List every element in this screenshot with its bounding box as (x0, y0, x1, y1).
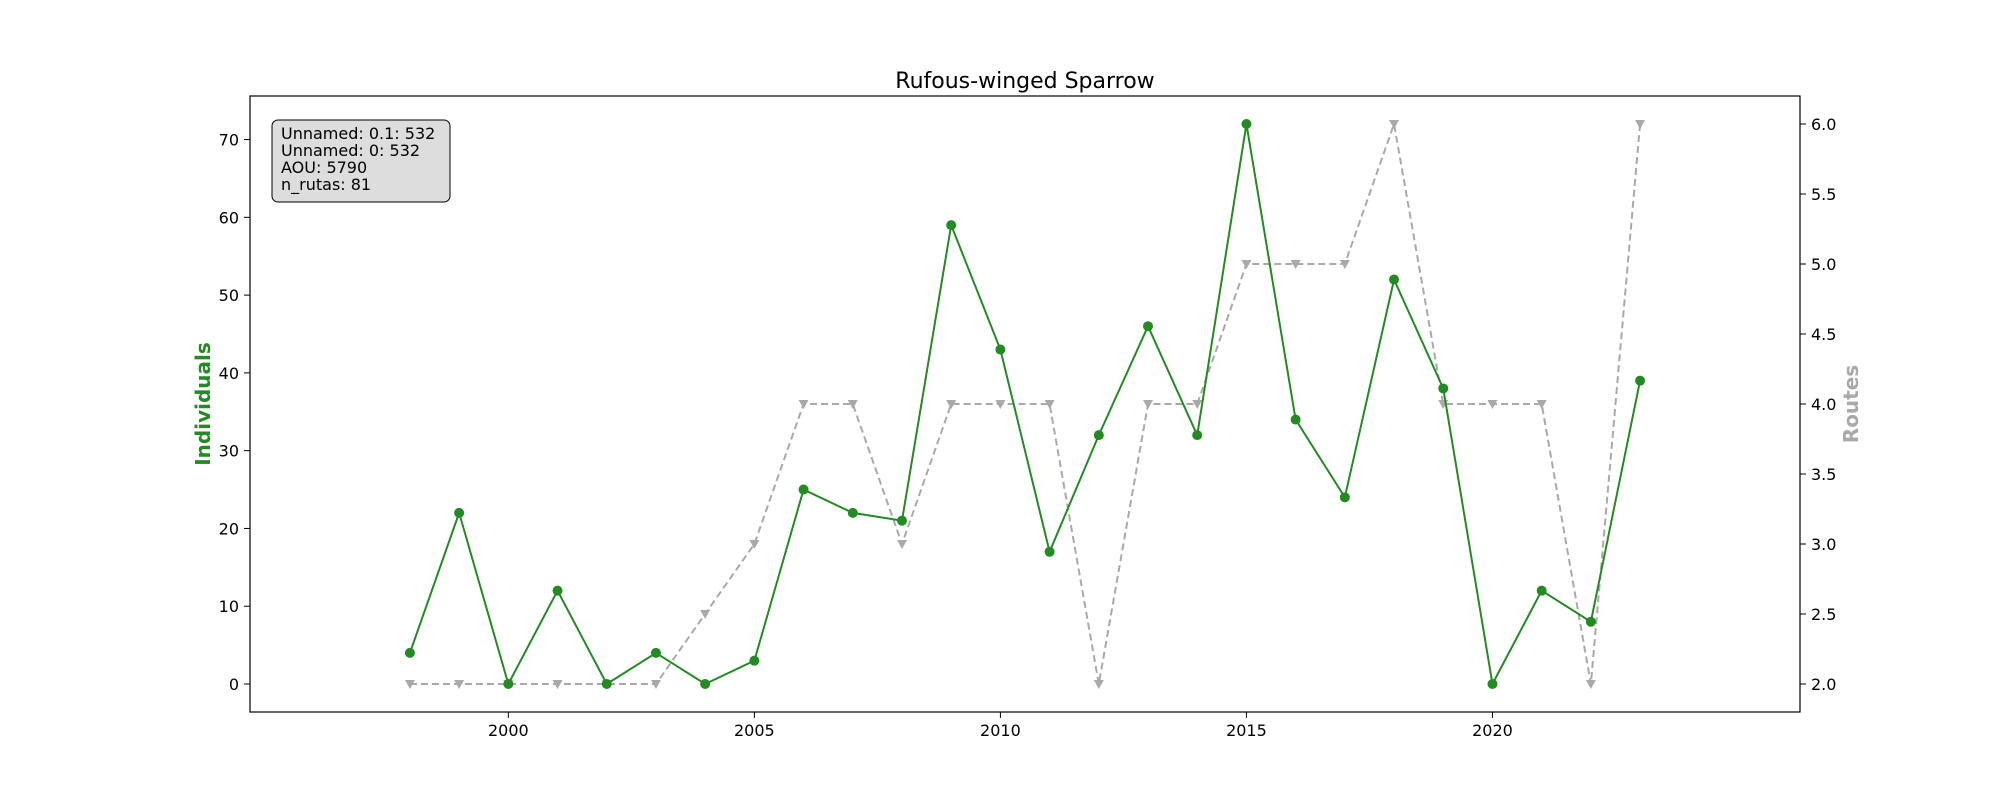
data-point-routes (1044, 400, 1055, 409)
data-point-routes (1241, 260, 1252, 269)
data-point-individuals (601, 679, 612, 689)
data-point-routes (1635, 120, 1646, 129)
data-point-individuals (1536, 585, 1547, 596)
info-line-2: Unnamed: 0: 532 (281, 141, 420, 160)
chart-title: Rufous-winged Sparrow (895, 69, 1154, 94)
x-tick-label: 2015 (1226, 721, 1267, 740)
data-point-routes (404, 680, 415, 689)
series-line-routes (409, 120, 1642, 685)
x-tick-label: 2010 (980, 721, 1021, 740)
data-point-routes (700, 610, 711, 619)
data-point-individuals (1389, 274, 1400, 285)
data-point-individuals (896, 515, 907, 526)
data-point-individuals (1635, 375, 1646, 386)
y-left-tick-label: 40 (219, 364, 239, 383)
data-point-routes (1487, 400, 1498, 409)
data-point-routes (650, 680, 661, 689)
data-point-individuals (700, 679, 711, 689)
info-box: Unnamed: 0.1: 532 Unnamed: 0: 532 AOU: 5… (271, 119, 451, 203)
data-point-individuals (1290, 414, 1301, 425)
data-point-individuals (1093, 430, 1104, 441)
y-right-tick-label: 5.5 (1811, 185, 1836, 204)
data-point-routes (1143, 400, 1154, 409)
info-line-4: n_rutas: 81 (281, 175, 371, 195)
info-line-1: Unnamed: 0.1: 532 (281, 124, 435, 143)
y-right-tick-label: 4.0 (1811, 395, 1836, 414)
data-point-routes (896, 540, 907, 549)
data-point-individuals (749, 655, 760, 666)
y-right-tick-label: 2.5 (1811, 605, 1836, 624)
y-left-tick-label: 10 (219, 597, 239, 616)
info-box-frame (271, 119, 451, 203)
x-tick-label: 2020 (1472, 721, 1513, 740)
data-point-individuals (650, 647, 661, 658)
data-point-routes (847, 400, 858, 409)
y-axis-right-label: Routes (1839, 365, 1863, 443)
y-axis-left-label: Individuals (191, 342, 215, 466)
y-left-tick-label: 20 (219, 519, 239, 538)
data-point-routes (1093, 680, 1104, 689)
data-point-routes (1290, 260, 1301, 269)
data-point-individuals (995, 344, 1006, 355)
data-point-routes (946, 400, 957, 409)
data-point-routes (552, 680, 563, 689)
data-point-routes (749, 540, 760, 549)
y-left-tick-label: 0 (229, 675, 239, 694)
data-point-routes (1389, 120, 1400, 129)
data-point-routes (1536, 400, 1547, 409)
data-point-individuals (404, 647, 415, 658)
y-right-tick-label: 3.5 (1811, 465, 1836, 484)
y-left-tick-label: 30 (219, 442, 239, 461)
y-right-tick-label: 3.0 (1811, 535, 1836, 554)
data-point-individuals (1143, 321, 1154, 332)
x-tick-label: 2000 (488, 721, 529, 740)
data-point-individuals (1241, 119, 1252, 129)
data-point-individuals (847, 507, 858, 518)
data-point-individuals (798, 484, 809, 495)
data-point-individuals (454, 507, 465, 518)
y-left-tick-label: 50 (219, 286, 239, 305)
y-right-tick-label: 6.0 (1811, 115, 1836, 134)
y-left-tick-label: 60 (219, 208, 239, 227)
data-point-individuals (1585, 616, 1596, 627)
y-axis-left: 0 10 20 30 40 50 60 70 (219, 131, 250, 694)
data-point-routes (1585, 680, 1596, 689)
y-left-tick-label: 70 (219, 131, 239, 150)
series-layer (404, 119, 1646, 689)
info-line-3: AOU: 5790 (281, 158, 367, 177)
y-right-tick-label: 2.0 (1811, 675, 1836, 694)
series-line-individuals (408, 123, 1642, 688)
data-point-routes (798, 400, 809, 409)
x-axis: 2000 2005 2010 2015 2020 (488, 712, 1513, 740)
data-point-routes (995, 400, 1006, 409)
data-point-individuals (503, 679, 514, 689)
y-axis-right: 2.0 2.5 3.0 3.5 4.0 4.5 5.0 5.5 6.0 (1800, 115, 1836, 694)
data-point-routes (454, 680, 465, 689)
data-point-individuals (1192, 430, 1203, 441)
x-tick-label: 2005 (734, 721, 775, 740)
y-right-tick-label: 5.0 (1811, 255, 1836, 274)
data-point-individuals (552, 585, 563, 596)
y-right-tick-label: 4.5 (1811, 325, 1836, 344)
data-point-individuals (1487, 679, 1498, 689)
data-point-individuals (1044, 546, 1055, 557)
data-point-routes (1192, 400, 1203, 409)
data-point-individuals (946, 220, 957, 231)
data-point-routes (1339, 260, 1350, 269)
data-point-individuals (1339, 492, 1350, 503)
data-point-individuals (1438, 383, 1449, 394)
